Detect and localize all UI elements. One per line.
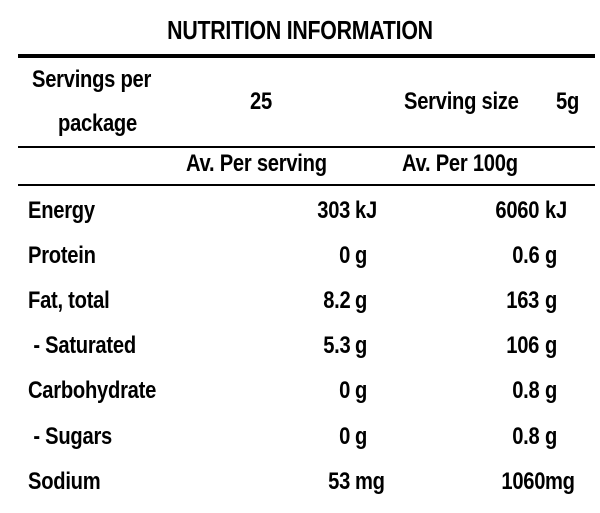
panel-title: NUTRITION INFORMATION	[167, 15, 433, 45]
per-serving-unit: kJ	[355, 197, 377, 224]
servings-label-line2: package	[58, 110, 137, 137]
per-serving-unit: mg	[355, 468, 385, 495]
nutrient-name: Carbohydrate	[28, 377, 157, 404]
per-serving-unit: g	[355, 242, 368, 269]
header-rule	[18, 146, 595, 148]
column-header-per-serving: Av. Per serving	[186, 150, 327, 177]
nutrient-name: Energy	[28, 197, 95, 224]
servings-label-line1: Servings per	[32, 66, 152, 93]
servings-value: 25	[250, 88, 272, 115]
nutrient-name: Fat, total	[28, 287, 110, 314]
per-100g-value: 1060	[501, 468, 545, 495]
serving-size-value: 5g	[556, 88, 580, 115]
per-100g-value: 0.6	[511, 242, 540, 269]
per-serving-value: 53	[328, 468, 350, 495]
per-100g-value: 0.8	[511, 423, 540, 450]
per-serving-unit: g	[355, 377, 368, 404]
per-100g-unit: g	[545, 423, 558, 450]
per-serving-unit: g	[355, 423, 368, 450]
nutrient-name: - Saturated	[28, 332, 136, 359]
per-serving-value: 0	[339, 423, 350, 450]
per-serving-value: 0	[339, 242, 350, 269]
per-100g-unit: mg	[545, 468, 575, 495]
per-100g-unit: g	[545, 242, 558, 269]
per-serving-value: 303	[317, 197, 350, 224]
per-100g-unit: g	[545, 287, 558, 314]
nutrient-name: Protein	[28, 242, 96, 269]
per-serving-value: 0	[339, 377, 350, 404]
per-100g-value: 0.8	[511, 377, 540, 404]
column-header-per-100g: Av. Per 100g	[402, 150, 518, 177]
per-100g-unit: kJ	[545, 197, 567, 224]
per-100g-value: 163	[506, 287, 539, 314]
per-serving-unit: g	[355, 287, 368, 314]
nutrient-name: - Sugars	[28, 423, 112, 450]
serving-size-label: Serving size	[404, 88, 519, 115]
per-100g-unit: g	[545, 377, 558, 404]
per-100g-value: 6060	[495, 197, 539, 224]
per-serving-value: 5.3	[322, 332, 351, 359]
per-100g-unit: g	[545, 332, 558, 359]
per-serving-value: 8.2	[322, 287, 351, 314]
nutrient-name: Sodium	[28, 468, 101, 495]
columns-rule	[18, 184, 595, 186]
top-rule	[18, 54, 595, 58]
per-serving-unit: g	[355, 332, 368, 359]
per-100g-value: 106	[506, 332, 539, 359]
